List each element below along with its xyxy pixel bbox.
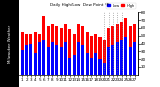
Bar [107,47,110,75]
Bar [90,58,93,75]
Bar [60,47,63,75]
Bar [68,29,71,75]
Bar [99,37,101,75]
Bar [81,26,84,75]
Bar [55,26,58,75]
Bar [99,59,101,75]
Bar [90,36,93,75]
Bar [77,24,80,75]
Bar [103,40,106,75]
Bar [34,32,37,75]
Text: Milwaukee Weather: Milwaukee Weather [8,24,12,63]
Bar [116,42,119,75]
Bar [38,34,41,75]
Bar [112,45,115,75]
Bar [38,42,41,75]
Bar [129,26,132,75]
Bar [51,24,54,75]
Text: Daily High/Low  Dew Point °F: Daily High/Low Dew Point °F [50,3,110,7]
Bar [73,34,76,75]
Bar [60,28,63,75]
Bar [47,26,50,75]
Bar [25,34,28,75]
Bar [94,34,97,75]
Bar [103,63,106,75]
Bar [94,53,97,75]
Bar [124,18,128,75]
Bar [116,24,119,75]
Bar [55,45,58,75]
Legend: Low, High: Low, High [106,3,136,9]
Bar [133,42,136,75]
Bar [34,53,37,75]
Bar [25,45,28,75]
Bar [124,37,128,75]
Bar [133,24,136,75]
Bar [64,24,67,75]
Bar [21,50,24,75]
Bar [73,55,76,75]
Bar [68,58,71,75]
Bar [120,22,123,75]
Bar [120,40,123,75]
Bar [77,42,80,75]
Bar [64,42,67,75]
Bar [129,47,132,75]
Bar [107,28,110,75]
Bar [21,32,24,75]
Bar [42,16,45,75]
Bar [29,34,32,75]
Bar [112,26,115,75]
Bar [47,47,50,75]
Bar [86,53,88,75]
Bar [81,45,84,75]
Bar [51,42,54,75]
Bar [86,32,88,75]
Bar [42,40,45,75]
Bar [29,44,32,75]
